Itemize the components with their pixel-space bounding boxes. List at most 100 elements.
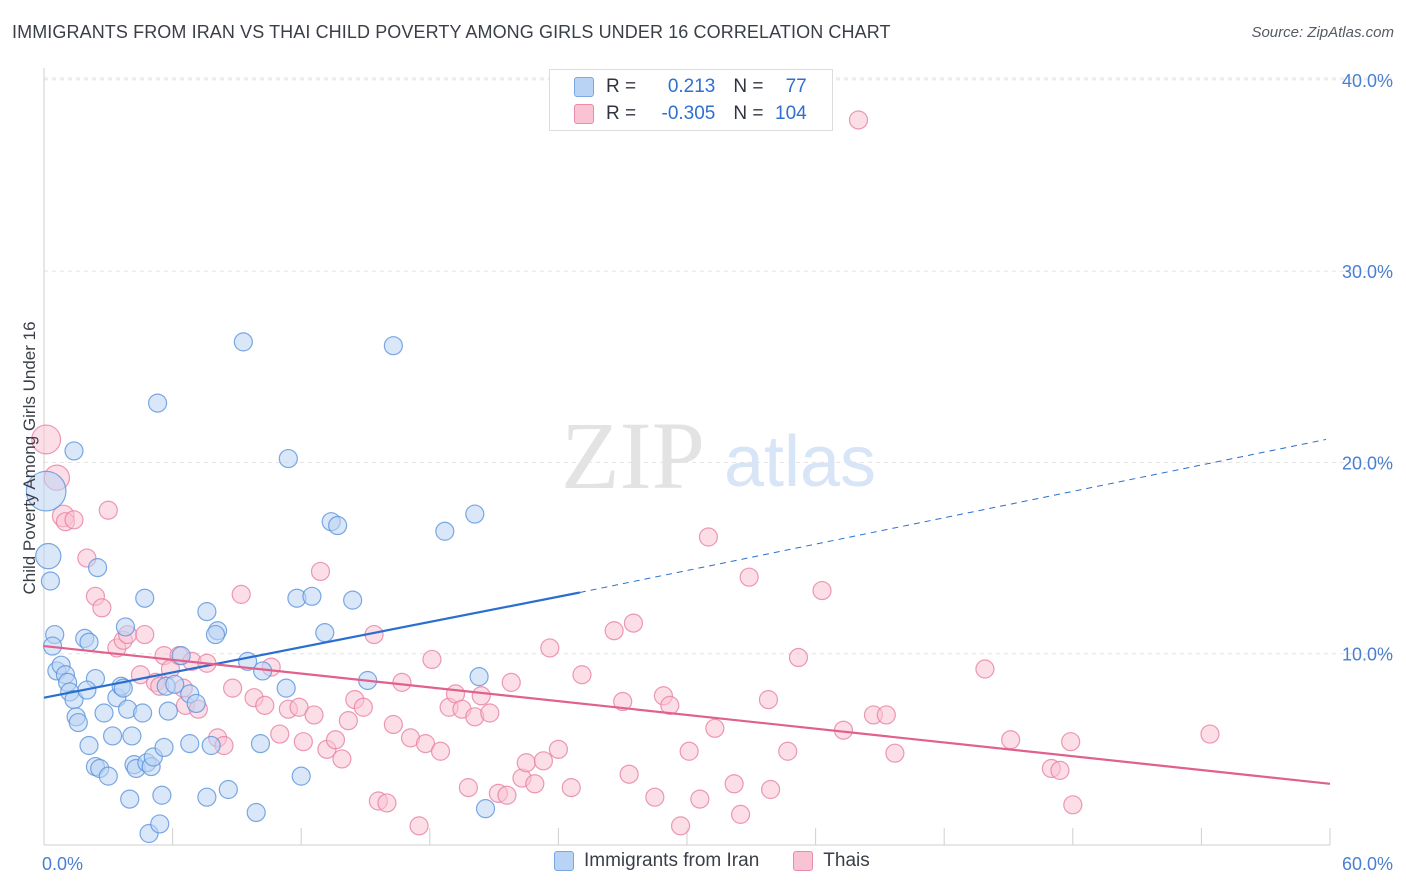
iran-point[interactable] [435, 521, 455, 541]
thais-point[interactable] [561, 778, 581, 798]
iran-point[interactable] [180, 734, 200, 754]
thais-point[interactable] [533, 751, 553, 771]
iran-point[interactable] [218, 779, 238, 800]
iran-point[interactable] [475, 799, 496, 819]
thais-point[interactable] [289, 697, 309, 717]
iran-point[interactable] [302, 586, 322, 606]
thais-point[interactable] [1200, 724, 1220, 744]
thais-point[interactable] [1050, 760, 1070, 780]
iran-point[interactable] [233, 332, 253, 352]
thais-point[interactable] [760, 779, 781, 800]
iran-point[interactable] [68, 712, 88, 733]
iran-point[interactable] [154, 737, 174, 758]
thais-point[interactable] [231, 584, 251, 604]
thais-point[interactable] [64, 510, 84, 530]
iran-point[interactable] [87, 558, 108, 578]
thais-point[interactable] [98, 500, 118, 520]
iran-point[interactable] [469, 667, 489, 687]
iran-point[interactable] [147, 393, 168, 413]
thais-point[interactable] [613, 691, 633, 712]
thais-point[interactable] [724, 774, 744, 794]
legend-item-iran[interactable]: Immigrants from Iran [554, 850, 759, 872]
iran-point[interactable] [132, 703, 153, 723]
thais-point[interactable] [975, 659, 995, 679]
thais-point[interactable] [392, 672, 412, 692]
iran-point[interactable] [246, 802, 266, 823]
iran-point[interactable] [158, 701, 178, 721]
thais-point[interactable] [310, 561, 331, 582]
thais-point[interactable] [135, 624, 155, 645]
thais-point[interactable] [293, 732, 313, 752]
iran-point[interactable] [315, 623, 335, 643]
iran-point[interactable] [64, 441, 84, 461]
thais-point[interactable] [415, 734, 436, 754]
thais-point[interactable] [1063, 795, 1083, 815]
thais-point[interactable] [698, 527, 719, 547]
thais-point[interactable] [679, 741, 699, 761]
thais-point[interactable] [516, 753, 536, 773]
thais-point[interactable] [325, 730, 346, 750]
thais-point[interactable] [422, 649, 442, 670]
thais-point[interactable] [304, 705, 324, 725]
iran-point[interactable] [120, 789, 140, 809]
iran-point[interactable] [135, 588, 155, 608]
iran-point[interactable] [197, 787, 217, 807]
thais-point[interactable] [670, 816, 691, 836]
thais-point[interactable] [353, 697, 373, 717]
thais-point[interactable] [255, 695, 275, 715]
thais-point[interactable] [690, 789, 710, 809]
thais-point[interactable] [525, 774, 545, 794]
iran-point[interactable] [291, 766, 311, 786]
thais-point[interactable] [848, 110, 869, 130]
thais-point[interactable] [501, 672, 521, 692]
legend-item-thais[interactable]: Thais [793, 850, 870, 872]
iran-point[interactable] [102, 726, 123, 746]
iran-point[interactable] [25, 470, 67, 512]
iran-point[interactable] [328, 515, 348, 536]
iran-point[interactable] [152, 785, 172, 805]
iran-point[interactable] [98, 766, 118, 786]
thais-point[interactable] [338, 711, 358, 731]
iran-point[interactable] [79, 735, 99, 756]
thais-point[interactable] [730, 804, 751, 824]
thais-point[interactable] [739, 567, 759, 587]
thais-point[interactable] [480, 703, 500, 723]
iran-point[interactable] [278, 448, 298, 469]
thais-point[interactable] [1061, 732, 1081, 752]
iran-point[interactable] [150, 814, 170, 834]
thais-point[interactable] [332, 749, 352, 769]
iran-point[interactable] [94, 703, 114, 723]
thais-point[interactable] [548, 739, 569, 759]
thais-point[interactable] [778, 741, 798, 761]
iran-point[interactable] [165, 674, 185, 694]
thais-point[interactable] [458, 778, 478, 798]
thais-point[interactable] [430, 741, 451, 761]
thais-point[interactable] [540, 638, 560, 658]
thais-point[interactable] [623, 613, 644, 633]
thais-point[interactable] [497, 785, 517, 805]
thais-point[interactable] [885, 743, 905, 763]
thais-point[interactable] [705, 718, 725, 738]
thais-point[interactable] [619, 764, 639, 784]
thais-point[interactable] [604, 621, 624, 641]
thais-point[interactable] [409, 816, 429, 836]
thais-point[interactable] [812, 580, 832, 601]
iran-point[interactable] [343, 590, 363, 610]
thais-point[interactable] [383, 714, 403, 735]
iran-point[interactable] [40, 571, 61, 591]
thais-point[interactable] [660, 695, 680, 715]
thais-point[interactable] [876, 705, 896, 725]
iran-point[interactable] [115, 617, 136, 637]
thais-point[interactable] [471, 686, 491, 706]
thais-point[interactable] [758, 690, 779, 710]
iran-point[interactable] [250, 734, 271, 754]
iran-point[interactable] [201, 735, 221, 756]
thais-point[interactable] [377, 793, 397, 813]
iran-point[interactable] [465, 504, 485, 524]
iran-point[interactable] [383, 336, 403, 356]
thais-point[interactable] [270, 724, 290, 744]
thais-point[interactable] [92, 598, 112, 618]
thais-point[interactable] [31, 424, 62, 455]
thais-point[interactable] [645, 787, 665, 807]
iran-point[interactable] [79, 632, 99, 652]
